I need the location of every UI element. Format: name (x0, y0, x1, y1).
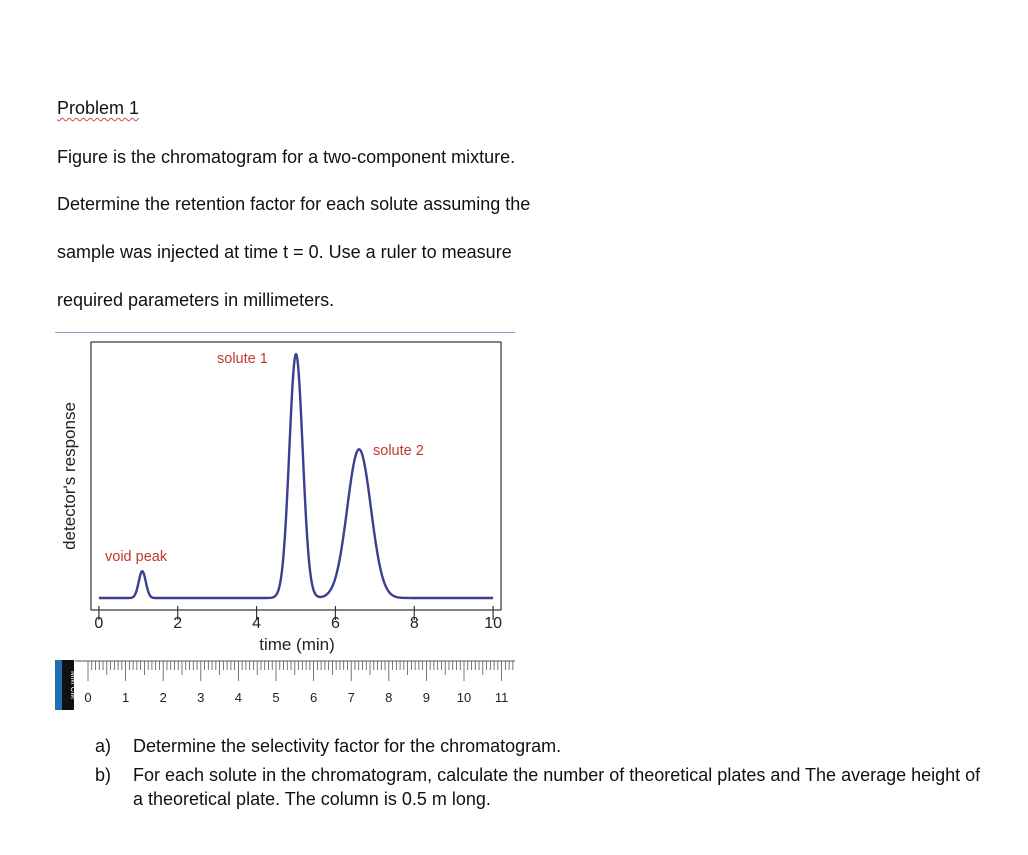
x-tick-label-2: 2 (173, 615, 182, 632)
ruler-ticks (87, 661, 514, 681)
ruler: MM CM 0 1 2 3 4 5 6 7 8 9 10 11 (55, 660, 515, 710)
ruler-number-6: 6 (310, 690, 317, 705)
ruler-number-5: 5 (272, 690, 279, 705)
chromatogram-curve (98, 352, 494, 600)
ruler-number-11: 11 (495, 690, 509, 705)
question-a-text: Determine the selectivity factor for the… (133, 736, 562, 756)
ruler-label: MM CM (69, 671, 78, 699)
ruler-number-3: 3 (197, 690, 204, 705)
ruler-number-9: 9 (423, 690, 430, 705)
problem-title: Problem 1 (57, 97, 139, 119)
plot-frame (90, 341, 502, 611)
annotation-solute-2: solute 2 (373, 443, 424, 459)
x-tick-label-8: 8 (410, 615, 419, 632)
annotation-solute-1: solute 1 (217, 351, 268, 367)
x-tick-label-0: 0 (94, 615, 103, 632)
question-a-label: a) (95, 736, 112, 756)
ruler-label-box (62, 660, 74, 710)
problem-title-text: Problem 1 (57, 98, 140, 118)
annotation-void-peak: void peak (105, 549, 168, 565)
separator-line (55, 332, 515, 333)
problem-line-4: required parameters in millimeters. (57, 290, 335, 310)
ruler-number-2: 2 (160, 690, 167, 705)
ruler-number-0: 0 (84, 690, 91, 705)
question-b-text: For each solute in the chromatogram, cal… (133, 765, 981, 809)
ruler-number-1: 1 (122, 690, 129, 705)
x-tick-label-4: 4 (252, 615, 261, 632)
ruler-number-10: 10 (457, 690, 471, 705)
question-b-label: b) (95, 765, 112, 785)
ruler-numbers: 0 1 2 3 4 5 6 7 8 9 10 11 (84, 690, 508, 705)
ylabel: detector's response (60, 402, 79, 550)
x-tick-label-6: 6 (331, 615, 340, 632)
problem-line-2: Determine the retention factor for each … (57, 194, 531, 214)
x-ticks: 0 2 4 6 8 10 (94, 606, 502, 632)
problem-line-1: Figure is the chromatogram for a two-com… (57, 147, 516, 167)
ruler-stripe (55, 660, 62, 710)
chromatogram-chart: 0 2 4 6 8 10 detector's response time (min) v… (60, 341, 502, 654)
ruler-number-7: 7 (348, 690, 355, 705)
x-tick-label-10: 10 (484, 615, 502, 632)
ruler-number-4: 4 (235, 690, 242, 705)
problem-line-3: sample was injected at time t = 0. Use a… (57, 242, 512, 262)
xlabel: time (min) (259, 635, 335, 654)
ruler-number-8: 8 (385, 690, 392, 705)
